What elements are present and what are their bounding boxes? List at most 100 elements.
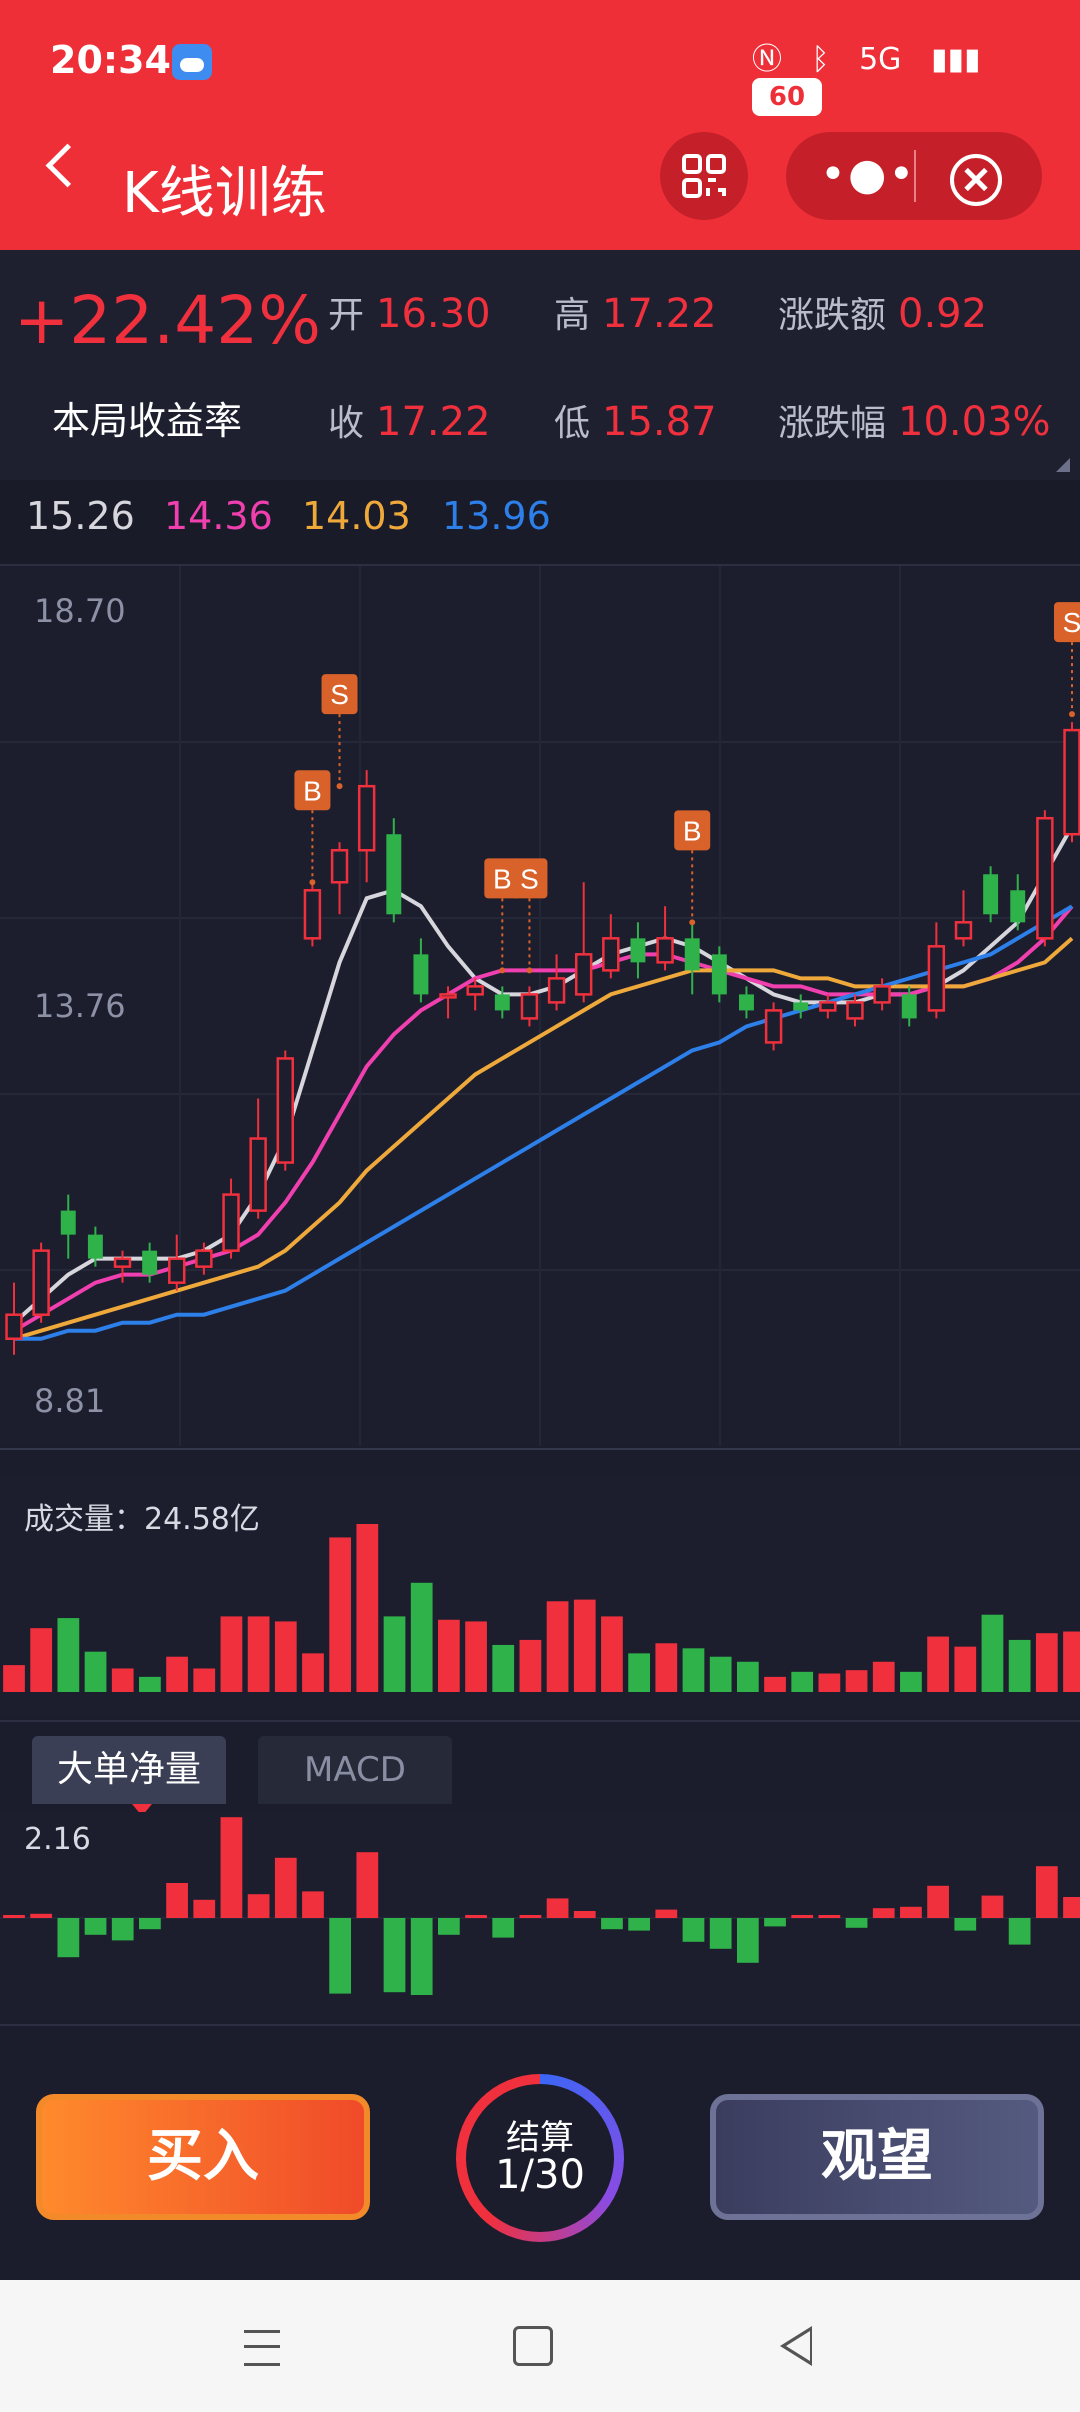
- marker-badge: [294, 770, 331, 811]
- volume-bar: [981, 1614, 1004, 1692]
- marker-label: B: [303, 775, 322, 806]
- volume-bar: [274, 1621, 297, 1692]
- candle-body: [1010, 890, 1026, 923]
- expand-corner-icon[interactable]: [1056, 458, 1070, 472]
- ma3-value: 14.03: [302, 494, 411, 538]
- candle-body: [1036, 816, 1054, 940]
- flow-bar: [573, 1911, 596, 1918]
- tab-macd[interactable]: MACD: [258, 1736, 452, 1804]
- system-back-icon[interactable]: [780, 2326, 812, 2366]
- candle-body: [195, 1249, 213, 1268]
- flow-bar: [139, 1918, 161, 1930]
- marker-dot: [526, 967, 533, 974]
- volume-bar: [601, 1616, 623, 1692]
- flow-bar: [220, 1817, 243, 1918]
- candle-body: [413, 954, 429, 995]
- candle-body: [873, 985, 891, 1004]
- marker-dot: [499, 967, 506, 974]
- volume-bar: [166, 1656, 188, 1692]
- flow-bar: [900, 1906, 922, 1918]
- volume-bar: [329, 1537, 352, 1692]
- marker-dot: [1069, 711, 1075, 718]
- candle-body: [574, 953, 593, 996]
- volume-bar: [111, 1668, 134, 1692]
- marker-badge: [674, 810, 711, 851]
- stats-panel: [0, 250, 1080, 480]
- ma-line-2: [12, 905, 1074, 1333]
- low-stat: 低 15.87: [554, 399, 717, 445]
- open-stat: 开 16.30: [328, 291, 491, 337]
- volume-bar: [845, 1670, 868, 1692]
- volume-bar: [927, 1636, 949, 1692]
- buy-button[interactable]: 买入: [36, 2094, 370, 2220]
- flow-bar: [601, 1918, 623, 1930]
- flow-bar: [546, 1898, 569, 1918]
- candle-body: [983, 874, 999, 915]
- flow-bar: [1035, 1866, 1058, 1918]
- candle-body: [386, 834, 402, 915]
- flow-bar: [764, 1918, 786, 1927]
- volume-bar: [57, 1618, 80, 1692]
- candle-body: [819, 1001, 837, 1012]
- y-tick-bottom: 8.81: [34, 1382, 106, 1420]
- status-icons: Ⓝ ᛒ 5G ▮▮▮ 60: [752, 34, 1080, 116]
- candle-body: [901, 994, 917, 1019]
- ma-line-4: [14, 904, 1074, 1341]
- more-options-icon[interactable]: •●•: [820, 149, 917, 200]
- marker-badge: [1054, 602, 1080, 643]
- candle-body: [303, 889, 322, 940]
- volume-bar: [818, 1673, 841, 1692]
- kline-svg: BSB SBS: [0, 566, 1080, 1446]
- menu-icon[interactable]: [244, 2330, 280, 2366]
- volume-bar: [383, 1616, 406, 1692]
- flow-bar: [927, 1885, 949, 1918]
- volume-bar: [573, 1599, 596, 1692]
- candle-body: [793, 1002, 809, 1011]
- ma-line-1: [12, 825, 1074, 1325]
- close-icon[interactable]: [950, 154, 1002, 206]
- marker-dot: [309, 879, 316, 886]
- home-icon[interactable]: [513, 2326, 553, 2366]
- candle-body: [656, 937, 674, 964]
- qr-scan-button[interactable]: [660, 132, 748, 220]
- flow-bar: [818, 1915, 841, 1918]
- flow-bar: [845, 1918, 868, 1928]
- marker-dot: [689, 919, 696, 926]
- weather-icon: [172, 44, 212, 80]
- marker-label: S: [1063, 607, 1080, 638]
- page-title: K线训练: [122, 161, 327, 226]
- volume-bar: [247, 1616, 270, 1692]
- flow-bar: [954, 1918, 977, 1931]
- status-time: 20:34: [50, 38, 171, 82]
- flow-bar: [57, 1918, 80, 1958]
- volume-bar: [628, 1653, 650, 1692]
- candle-body: [87, 1234, 103, 1259]
- network-label: 5G: [859, 42, 902, 77]
- flow-bar: [709, 1918, 732, 1949]
- volume-bar: [954, 1646, 977, 1692]
- candle-body: [520, 993, 539, 1020]
- capsule-divider: [914, 150, 916, 202]
- candle-body: [954, 921, 973, 940]
- flow-bar: [30, 1913, 53, 1918]
- volume-bar: [1063, 1631, 1080, 1692]
- marker-badge: [321, 674, 358, 715]
- y-tick-mid: 13.76: [34, 987, 126, 1025]
- volume-bar: [546, 1601, 569, 1692]
- volume-bar: [410, 1582, 433, 1692]
- candle-body: [1063, 728, 1080, 836]
- flow-bar: [410, 1918, 433, 1995]
- marker-badge: [511, 858, 548, 899]
- watch-button[interactable]: 观望: [710, 2094, 1044, 2220]
- volume-bar: [302, 1653, 324, 1692]
- candle-body: [439, 993, 457, 999]
- ma4-value: 13.96: [442, 494, 551, 538]
- volume-label: 成交量：24.58亿: [24, 1502, 260, 1537]
- system-nav-bar: [0, 2280, 1080, 2412]
- tab-big-order-net[interactable]: 大单净量: [32, 1736, 226, 1804]
- ma2-value: 14.36: [164, 494, 273, 538]
- volume-bar: [465, 1621, 487, 1692]
- flow-bar: [111, 1918, 134, 1941]
- candle-body: [276, 1057, 294, 1164]
